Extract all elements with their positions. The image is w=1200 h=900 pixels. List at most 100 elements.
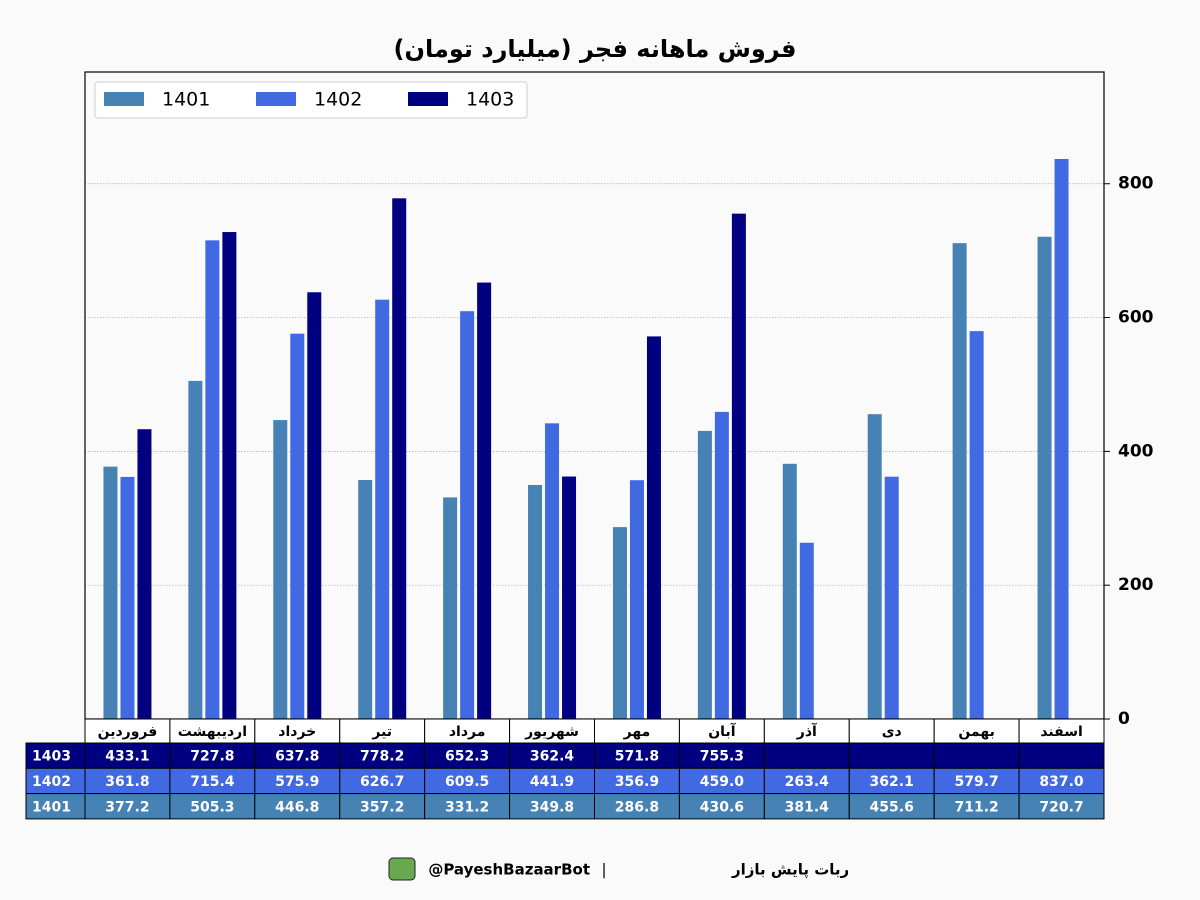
table-row-header: [25, 742, 86, 769]
table-value: 455.6: [870, 799, 914, 815]
table-cell: [1018, 793, 1105, 820]
table-category: آبان: [708, 722, 736, 740]
table-row-header: [25, 793, 86, 820]
table-row-label: 1401: [32, 799, 71, 815]
bar: [629, 480, 644, 719]
table-value: 575.9: [275, 774, 319, 790]
table-cell: [509, 742, 596, 769]
legend-label: 1403: [466, 89, 514, 111]
table-cell: [763, 742, 850, 769]
table-cell: [84, 718, 171, 744]
legend-swatch: [408, 92, 448, 106]
table-cell: [84, 767, 171, 795]
table-cell: [509, 793, 596, 820]
table-cell: [933, 742, 1020, 769]
table-cell: [84, 793, 171, 820]
bar: [545, 423, 560, 719]
bar: [290, 333, 305, 719]
table-cell: [424, 718, 511, 744]
table-value: 579.7: [954, 774, 998, 790]
y-tick-label: 0: [1118, 709, 1130, 729]
legend-swatch: [256, 92, 296, 106]
bar: [1054, 158, 1069, 719]
table-value: 637.8: [275, 749, 319, 765]
table-value: 626.7: [360, 774, 404, 790]
table-row-label: 1403: [32, 749, 71, 765]
bar: [443, 497, 458, 719]
bar: [392, 198, 407, 719]
legend-label: 1402: [314, 89, 362, 111]
table-category: مهر: [623, 724, 651, 740]
table-cell: [509, 767, 596, 795]
table-cell: [339, 718, 426, 744]
table-value: 727.8: [190, 749, 234, 765]
table-value: 349.8: [530, 799, 574, 815]
table-row-header: [25, 767, 86, 795]
bar: [205, 240, 220, 719]
table-category: آذر: [796, 722, 818, 740]
table-cell: [1018, 742, 1105, 769]
table-cell: [848, 742, 935, 769]
table-value: 357.2: [360, 799, 404, 815]
table-cell: [594, 742, 680, 769]
table-cell: [339, 793, 426, 820]
table-cell: [678, 742, 765, 769]
table-category: فروردین: [98, 724, 158, 740]
table-value: 433.1: [105, 749, 149, 765]
bar: [731, 213, 746, 719]
bar: [799, 542, 814, 719]
bar: [867, 414, 882, 719]
legend-box: [94, 81, 528, 119]
table-cell: [848, 793, 935, 820]
bar: [612, 527, 627, 719]
table-cell: [509, 718, 596, 744]
table-row-label: 1402: [32, 774, 71, 790]
footer-handle: @PayeshBazaarBot: [428, 861, 590, 879]
table-cell: [424, 793, 511, 820]
table-value: 711.2: [954, 799, 998, 815]
chart-title: فروش ماهانه فجر (میلیارد تومان): [394, 35, 797, 63]
table-value: 778.2: [360, 749, 404, 765]
bar: [137, 429, 152, 719]
bar: [884, 476, 899, 719]
bar: [307, 292, 322, 719]
table-value: 430.6: [700, 799, 744, 815]
table-category: مرداد: [449, 724, 486, 740]
bar: [952, 243, 967, 719]
bar: [782, 463, 797, 719]
table-cell: [848, 718, 935, 744]
table-cell: [1018, 718, 1105, 744]
bar: [1037, 236, 1052, 719]
table-value: 263.4: [785, 774, 830, 790]
footer-separator: |: [601, 861, 606, 879]
footer-name: ربات پایش بازار: [731, 861, 849, 880]
table-value: 571.8: [615, 749, 659, 765]
table-cell: [933, 793, 1020, 820]
table-value: 609.5: [445, 774, 489, 790]
table-value: 446.8: [275, 799, 319, 815]
table-value: 377.2: [105, 799, 149, 815]
table-category: تیر: [371, 724, 392, 740]
table-value: 362.1: [870, 774, 914, 790]
y-tick-label: 200: [1118, 575, 1154, 595]
table-value: 720.7: [1039, 799, 1083, 815]
bar: [103, 466, 118, 719]
bar: [646, 336, 661, 719]
y-tick-label: 600: [1118, 308, 1154, 328]
bar: [358, 480, 373, 719]
bar: [188, 380, 203, 719]
table-value: 459.0: [700, 774, 745, 790]
table-cell: [254, 793, 341, 820]
table-cell: [169, 742, 256, 769]
table-value: 286.8: [615, 799, 659, 815]
table-value: 362.4: [530, 749, 575, 765]
bar: [375, 299, 390, 719]
table-cell: [678, 718, 765, 744]
bar: [528, 484, 543, 719]
table-category: اسفند: [1040, 724, 1082, 740]
bar: [562, 476, 577, 719]
table-value: 505.3: [190, 799, 234, 815]
table-cell: [339, 767, 426, 795]
table-cell: [594, 793, 680, 820]
